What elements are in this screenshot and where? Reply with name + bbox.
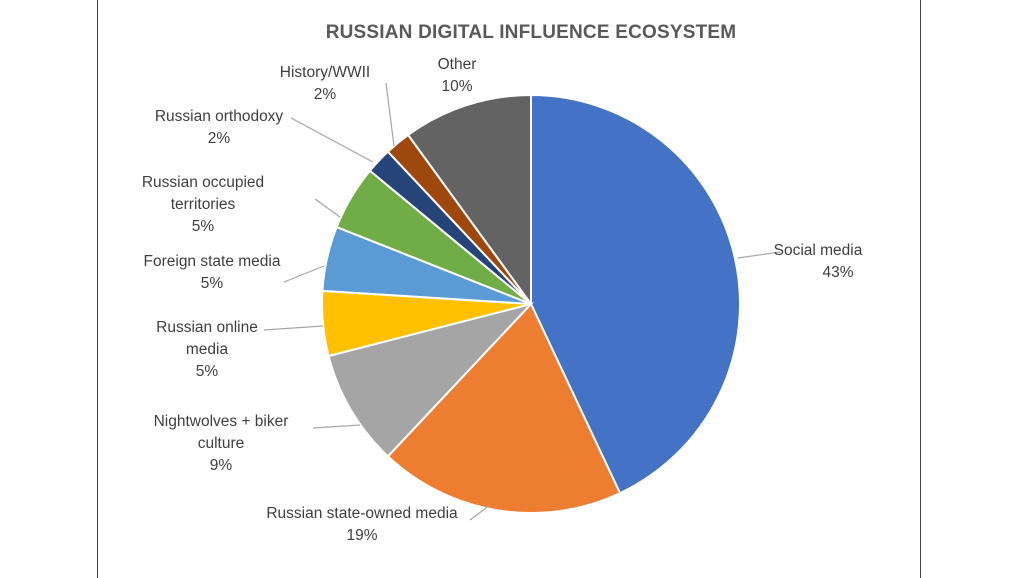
data-label: Nightwolves + biker culture 9%	[154, 413, 289, 474]
leader-line	[737, 251, 781, 259]
data-label: Other 10%	[438, 56, 477, 95]
chart-title: RUSSIAN DIGITAL INFLUENCE ECOSYSTEM	[325, 22, 737, 43]
leader-line	[469, 504, 491, 521]
data-label: Social media 43%	[774, 242, 863, 281]
leader-line	[312, 424, 361, 429]
leader-line	[385, 82, 395, 147]
pie-slice-russian-state-owned-media	[386, 302, 622, 514]
leader-line	[283, 265, 325, 283]
data-label: Russian state-owned media 19%	[266, 505, 458, 544]
pie-slice-social-media	[530, 93, 741, 495]
leader-line	[290, 117, 374, 163]
data-label: Russian orthodoxy 2%	[155, 108, 284, 147]
pie-slice-nightwolves-biker-culture	[327, 302, 535, 458]
leader-line	[263, 325, 324, 331]
data-label: History/WWII 2%	[280, 64, 370, 103]
data-label: Russian online media 5%	[156, 319, 258, 380]
leader-line	[314, 198, 341, 218]
pie-slice-other	[406, 93, 532, 308]
data-label: Foreign state media 5%	[144, 253, 281, 292]
chart-frame	[97, 0, 921, 578]
data-label: Russian occupied territories 5%	[142, 174, 264, 235]
